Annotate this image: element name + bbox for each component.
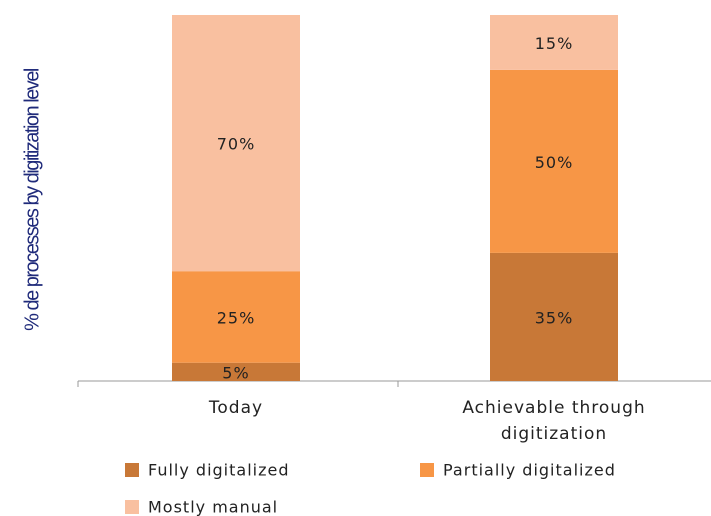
legend-swatch <box>125 500 139 514</box>
data-label: 50% <box>535 153 574 172</box>
y-axis-label: % de processes by digitization level <box>21 68 43 331</box>
legend-label: Fully digitalized <box>148 461 289 480</box>
data-label: 15% <box>535 34 574 53</box>
legend-swatch <box>420 463 434 477</box>
bar-segment <box>490 252 618 381</box>
data-label: 25% <box>217 308 256 327</box>
bar-segment <box>172 15 300 272</box>
bar-segment <box>490 15 618 70</box>
legend-label: Mostly manual <box>148 498 278 516</box>
bar-segment <box>490 69 618 253</box>
legend-swatch <box>125 463 139 477</box>
data-label: 5% <box>222 363 249 382</box>
data-label: 70% <box>217 135 256 154</box>
x-tick-label: Achievable through digitization <box>462 398 646 444</box>
bar-segment <box>172 362 300 381</box>
x-tick-label: Today <box>208 398 264 418</box>
bar-segment <box>172 271 300 363</box>
data-label: 35% <box>535 308 574 327</box>
legend-label: Partially digitalized <box>443 461 616 480</box>
